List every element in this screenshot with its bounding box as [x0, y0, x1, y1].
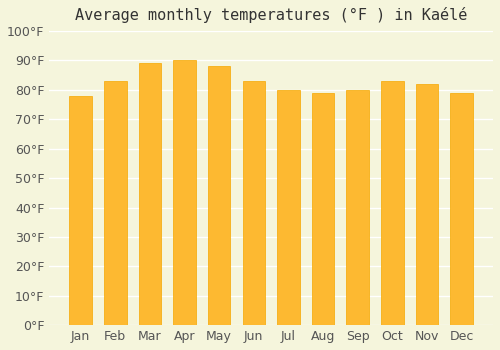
- Bar: [242, 81, 265, 325]
- Bar: [346, 90, 369, 325]
- Bar: [416, 84, 438, 325]
- Bar: [138, 63, 161, 325]
- Bar: [381, 81, 404, 325]
- Bar: [174, 61, 196, 325]
- Bar: [208, 66, 231, 325]
- Bar: [104, 81, 126, 325]
- Title: Average monthly temperatures (°F ) in Kaélé: Average monthly temperatures (°F ) in Ka…: [75, 7, 468, 23]
- Bar: [277, 90, 299, 325]
- Bar: [450, 93, 473, 325]
- Bar: [70, 96, 92, 325]
- Bar: [312, 93, 334, 325]
